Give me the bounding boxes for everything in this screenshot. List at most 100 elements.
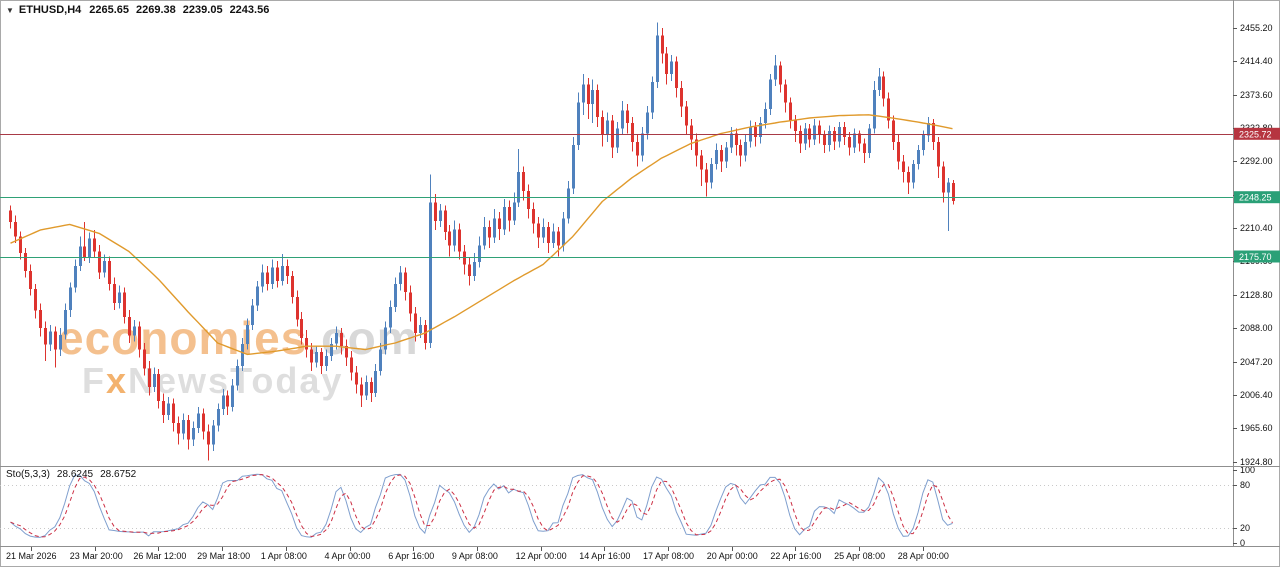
candle-body [379,349,382,371]
symbol-timeframe-label: ETHUSD,H4 [18,4,82,16]
candle-body [444,210,447,232]
candle-body [927,123,930,136]
candle-body [335,333,338,344]
candle-body [813,125,816,140]
candle-body [212,425,215,445]
candle-body [14,221,17,237]
candle-body [355,372,358,385]
candle-body [952,182,955,201]
candle-body [266,272,269,284]
candle-body [384,327,387,350]
candle-body [557,231,560,246]
candle-body [897,141,900,162]
candle-body [345,346,348,358]
candle-body [286,266,289,276]
candle-body [887,98,890,121]
stochastic-label: Sto(5,3,3) 28.6245 28.6752 [6,469,136,480]
candle-body [340,333,343,347]
time-tick-label: 23 Mar 20:00 [70,551,123,561]
candle-body [310,349,313,363]
candle-body [878,76,881,91]
candle-body [133,326,136,336]
price-tick-label: 2128.80 [1240,290,1273,300]
candle-body [503,207,506,230]
ohlc-close-value: 2243.56 [229,4,270,16]
candle-body [522,172,525,191]
candle-body [320,352,323,366]
candle-body [527,190,530,209]
candle-body [823,135,826,145]
candle-body [439,210,442,222]
candle-body [508,207,511,221]
candle-body [483,226,486,246]
candle-body [74,266,77,288]
candle-body [804,128,807,144]
stoch-tick-label: 100 [1240,465,1255,475]
time-tick-label: 28 Apr 00:00 [898,551,949,561]
candle-body [69,287,72,311]
candle-body [448,231,451,246]
candle-body [231,385,234,407]
candle-body [517,172,520,203]
price-tick-label: 2455.20 [1240,23,1273,33]
candle-body [769,79,772,109]
candle-body [917,149,920,164]
svg-text:2175.70: 2175.70 [1239,252,1272,262]
time-tick-label: 21 Mar 2026 [6,551,57,561]
price-level-badge-2248.25: 2248.25 [1234,191,1280,204]
candle-body [365,382,368,396]
time-tick-label: 25 Apr 08:00 [834,551,885,561]
candle-body [162,401,165,415]
stoch-tick-label: 0 [1240,538,1245,548]
candle-body [468,264,471,276]
time-tick-label: 29 Mar 18:00 [197,551,250,561]
price-level-badge-2175.70: 2175.70 [1234,250,1280,263]
candle-body [868,128,871,154]
candle-body [187,419,190,440]
candle-body [715,149,718,164]
candle-body [182,419,185,434]
candle-body [725,147,728,162]
candle-body [350,357,353,373]
candle-body [621,110,624,129]
candle-body [360,384,363,396]
candle-body [547,226,550,244]
candlestick-layer [9,22,955,461]
ohlc-open-value: 2265.65 [89,4,130,16]
candle-body [577,102,580,145]
candle-body [759,123,762,137]
candle-body [591,90,594,105]
ohlc-high-value: 2269.38 [136,4,176,16]
candle-body [118,292,121,303]
candle-body [774,65,777,80]
candle-body [251,305,254,325]
candle-body [123,292,126,317]
candle-body [572,145,575,189]
candle-body [735,133,738,145]
candle-body [695,139,698,156]
symbol-dropdown-icon[interactable]: ▼ [6,6,14,15]
candle-body [799,131,802,144]
time-tick-label: 26 Mar 12:00 [133,551,186,561]
price-tick-label: 2210.40 [1240,223,1273,233]
candle-body [138,326,141,350]
candle-body [562,218,565,246]
price-tick-label: 2292.00 [1240,156,1273,166]
candle-body [207,431,210,445]
candle-body [705,169,708,183]
candle-body [942,166,945,193]
price-level-badge-2325.72: 2325.72 [1234,127,1280,140]
time-tick-label: 1 Apr 08:00 [261,551,307,561]
time-tick-label: 20 Apr 00:00 [707,551,758,561]
candle-body [315,352,318,363]
candle-body [675,61,678,88]
candle-body [853,133,856,148]
candle-body [113,284,116,303]
candle-body [794,120,797,132]
candle-body [700,155,703,170]
candle-body [404,272,407,293]
candle-body [64,310,67,335]
candle-body [710,163,713,183]
candle-body [858,133,861,144]
